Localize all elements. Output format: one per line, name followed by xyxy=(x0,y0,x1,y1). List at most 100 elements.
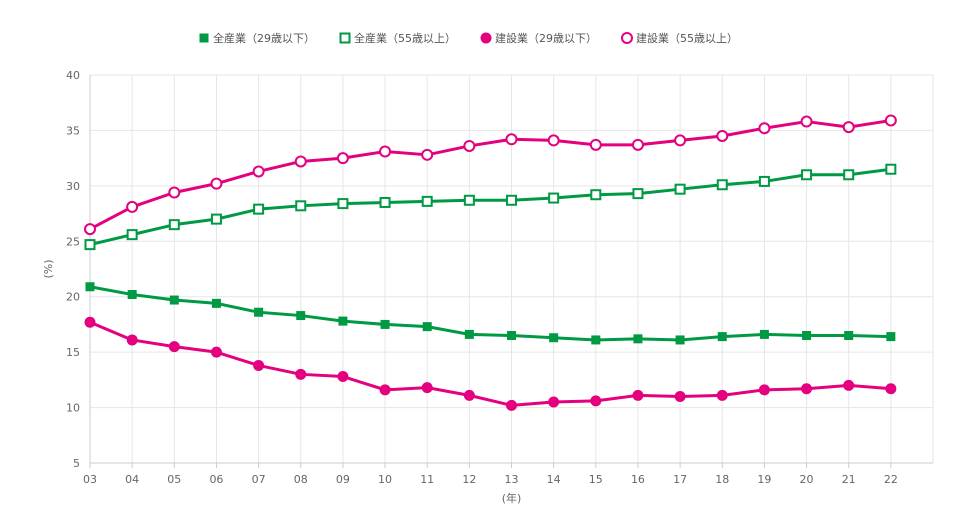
data-point xyxy=(591,335,601,345)
data-point xyxy=(589,138,602,151)
data-point xyxy=(631,138,644,151)
data-point xyxy=(422,322,432,332)
data-point xyxy=(421,382,433,394)
x-tick-label: 18 xyxy=(715,473,729,486)
data-point xyxy=(463,139,476,152)
series-line xyxy=(89,118,892,231)
x-axis-title: (年) xyxy=(502,491,522,505)
x-tick-label: 15 xyxy=(589,473,603,486)
data-point xyxy=(633,334,643,344)
legend-label: 建設業（29歳以下） xyxy=(495,31,597,45)
x-tick-label: 07 xyxy=(252,473,266,486)
data-point xyxy=(885,163,897,175)
legend-label: 全産業（29歳以下） xyxy=(213,31,315,45)
data-point xyxy=(464,329,474,339)
data-point xyxy=(127,289,137,299)
series-1 xyxy=(84,163,897,251)
data-point xyxy=(252,165,265,178)
series-layer xyxy=(84,114,897,411)
data-point xyxy=(800,115,813,128)
x-tick-label: 21 xyxy=(842,473,856,486)
data-point xyxy=(674,183,686,195)
x-tick-label: 05 xyxy=(167,473,181,486)
data-point xyxy=(421,195,433,207)
series-0 xyxy=(85,282,896,345)
data-point xyxy=(254,307,264,317)
data-point xyxy=(126,229,138,241)
series-line xyxy=(89,167,892,247)
x-tick-label: 06 xyxy=(209,473,223,486)
data-point xyxy=(590,395,602,407)
x-tick-label: 22 xyxy=(884,473,898,486)
x-tick-label: 04 xyxy=(125,473,139,486)
data-point xyxy=(716,389,728,401)
data-point xyxy=(548,192,560,204)
data-point xyxy=(126,200,139,213)
x-tick-label: 11 xyxy=(420,473,434,486)
data-point xyxy=(463,194,475,206)
data-point xyxy=(211,298,221,308)
series-line xyxy=(89,320,891,407)
data-point xyxy=(507,331,516,341)
data-point xyxy=(169,295,179,305)
data-point xyxy=(338,316,348,326)
y-tick-label: 15 xyxy=(66,346,80,359)
data-point xyxy=(380,319,390,329)
data-point xyxy=(253,359,265,371)
data-point xyxy=(210,213,222,225)
legend-item: 建設業（29歳以下） xyxy=(480,31,597,45)
data-point xyxy=(84,239,96,251)
y-tick-label: 20 xyxy=(66,291,80,304)
data-point xyxy=(758,175,770,187)
x-tick-label: 20 xyxy=(800,473,814,486)
data-point xyxy=(716,129,729,142)
data-point xyxy=(758,122,771,135)
axes: 5 10 15 20 25 30 35 40 03 04 05 06 07 08 09 10 11 12 13 14 1… xyxy=(66,69,933,486)
legend-item: 全産業（29歳以下） xyxy=(199,31,315,45)
series-3 xyxy=(84,114,897,236)
y-tick-label: 35 xyxy=(66,124,80,137)
data-point xyxy=(758,384,770,396)
data-point xyxy=(675,335,685,345)
y-tick-label: 40 xyxy=(66,69,80,82)
data-point xyxy=(294,155,307,168)
data-point xyxy=(84,316,96,328)
y-tick-label: 5 xyxy=(73,457,80,470)
data-point xyxy=(843,379,855,391)
data-point xyxy=(632,389,644,401)
data-point xyxy=(379,145,392,158)
legend-marker xyxy=(199,33,209,43)
data-point xyxy=(547,134,560,147)
data-point xyxy=(716,179,728,191)
data-point xyxy=(210,177,223,190)
data-point xyxy=(842,121,855,134)
data-point xyxy=(210,346,222,358)
data-point xyxy=(801,383,813,395)
legend-item: 建設業（55歳以上） xyxy=(621,31,738,45)
data-point xyxy=(801,169,813,181)
legend-label: 全産業（55歳以上） xyxy=(354,31,456,45)
data-point xyxy=(549,333,559,343)
data-point xyxy=(337,371,349,383)
x-tick-label: 19 xyxy=(757,473,771,486)
data-point xyxy=(506,194,517,206)
data-point xyxy=(168,341,180,353)
x-tick-label: 14 xyxy=(547,473,561,486)
data-point xyxy=(590,189,602,201)
data-point xyxy=(674,134,687,147)
data-point xyxy=(843,169,855,181)
y-tick-label: 10 xyxy=(66,402,80,415)
data-point xyxy=(802,331,812,341)
x-tick-label: 03 xyxy=(83,473,97,486)
data-point xyxy=(884,114,897,127)
data-point xyxy=(632,188,644,200)
y-axis-title: (%) xyxy=(42,259,55,278)
data-point xyxy=(84,223,96,236)
x-tick-label: 09 xyxy=(336,473,350,486)
data-point xyxy=(548,396,560,408)
x-tick-label: 16 xyxy=(631,473,645,486)
x-tick-label: 10 xyxy=(378,473,392,486)
x-tick-label: 17 xyxy=(673,473,687,486)
data-point xyxy=(759,329,769,339)
legend-item: 全産業（55歳以上） xyxy=(339,31,456,45)
